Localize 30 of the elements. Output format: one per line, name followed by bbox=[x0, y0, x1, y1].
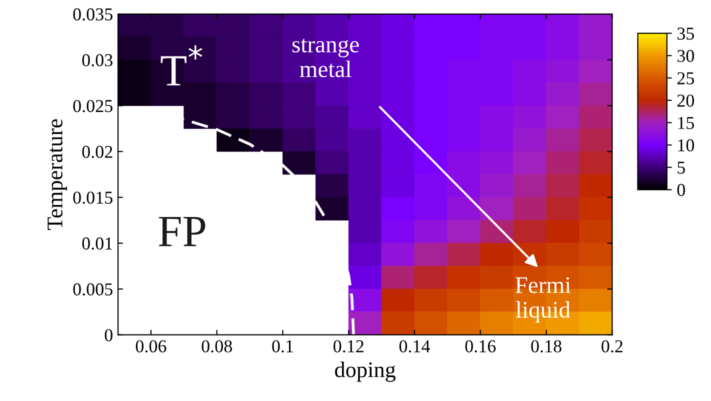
x-tick-label: 0.16 bbox=[465, 340, 496, 352]
annotation: strange metal bbox=[292, 38, 359, 78]
x-tick-label: 0.08 bbox=[202, 340, 232, 352]
y-tick-label: 0.03 bbox=[82, 54, 112, 66]
y-tick-label: 0.015 bbox=[73, 192, 112, 204]
y-tick-label: 0.025 bbox=[73, 100, 112, 112]
color-bar-label: 5 bbox=[678, 162, 685, 174]
x-tick-label: 0.2 bbox=[602, 340, 622, 352]
color-bar-label: 15 bbox=[678, 116, 694, 130]
annotation: Fermi liquid bbox=[515, 277, 571, 323]
x-tick-label: 0.12 bbox=[334, 340, 364, 352]
color-bar-label: 0 bbox=[677, 184, 685, 196]
color-bar-label: 30 bbox=[678, 50, 694, 62]
y-tick-label: 0.005 bbox=[73, 283, 112, 296]
color-bar-label: 35 bbox=[678, 28, 694, 40]
x-tick-label: 0.1 bbox=[272, 340, 293, 352]
y-tick-label: 0.01 bbox=[82, 237, 112, 250]
annotation: FP bbox=[158, 216, 206, 246]
color-bar-label: 20 bbox=[677, 94, 694, 107]
x-tick-label: 0.14 bbox=[399, 340, 430, 352]
x-tick-label: 0.06 bbox=[136, 340, 166, 352]
color-bar-label: 25 bbox=[677, 72, 694, 84]
x-axis-title: doping bbox=[335, 362, 396, 382]
color-bar-label: 10 bbox=[678, 139, 694, 152]
x-tick-label: 0.18 bbox=[531, 340, 562, 352]
annotation: T$^{*}$ bbox=[160, 45, 202, 86]
y-axis-title: Temperature bbox=[48, 119, 67, 230]
y-tick-label: 0.035 bbox=[73, 8, 112, 21]
y-tick-label: 0.02 bbox=[82, 146, 112, 158]
y-tick-label: 0 bbox=[104, 329, 112, 342]
